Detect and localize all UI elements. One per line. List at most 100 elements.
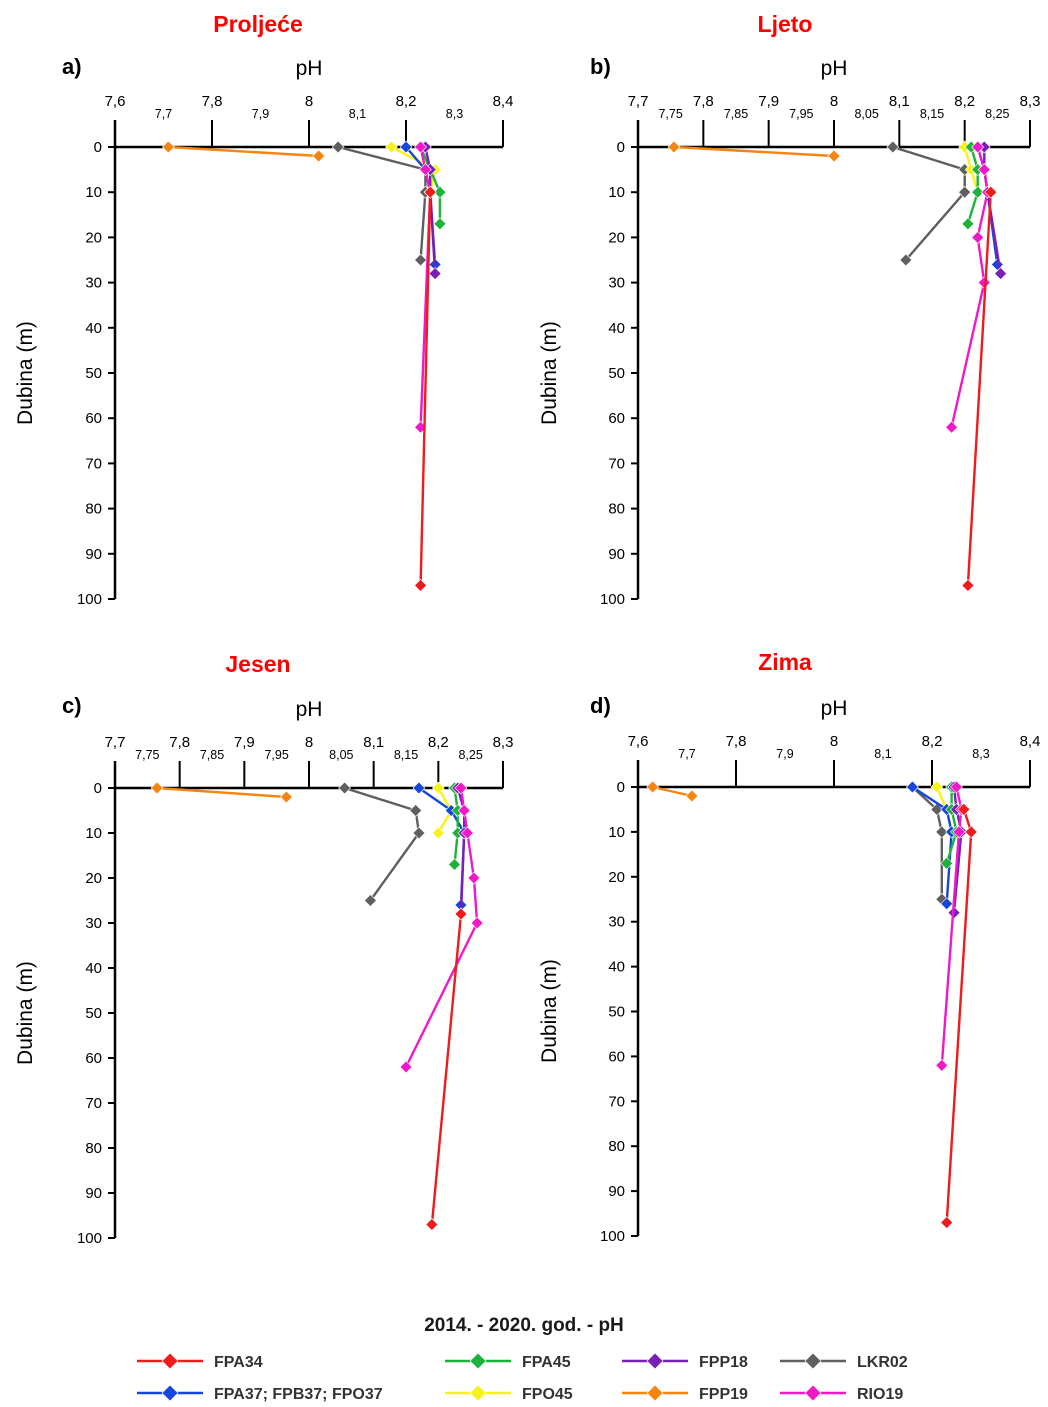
data-point-marker (150, 781, 164, 795)
season-title: Ljeto (758, 11, 813, 37)
data-point-marker (414, 140, 427, 154)
x-tick-label: 7,7 (678, 747, 695, 761)
series-fpa34 (425, 907, 468, 1231)
data-point-marker (470, 916, 484, 930)
data-point-marker (667, 140, 681, 154)
legend-label: LKR02 (857, 1354, 908, 1371)
panel-letter: d) (590, 693, 611, 718)
x-tick-label: 8 (305, 93, 313, 110)
data-point-marker (423, 185, 437, 199)
x-tick-label: 8 (830, 733, 838, 750)
season-title: Jesen (225, 651, 290, 677)
panel-letter: b) (590, 54, 611, 79)
x-tick-label: 8,2 (922, 733, 943, 750)
x-tick-label: 7,9 (758, 93, 779, 110)
y-tick-label: 0 (94, 139, 102, 156)
data-point-marker (905, 780, 919, 794)
y-axis-label: Dubina (m) (14, 961, 37, 1065)
y-tick-label: 40 (85, 960, 102, 977)
series-fpp19 (667, 140, 841, 163)
series-line (419, 146, 442, 224)
x-tick-label: 8,4 (493, 93, 514, 110)
y-axis-label: Dubina (m) (538, 959, 561, 1063)
y-tick-label: 90 (608, 546, 625, 563)
y-tick-label: 100 (600, 1228, 625, 1245)
legend: 2014. - 2020. god. - pH FPA34 FPA45 FPP18 L… (137, 1315, 908, 1403)
x-tick-label: 7,75 (135, 748, 159, 762)
series-line (424, 146, 437, 274)
y-tick-label: 40 (85, 320, 102, 337)
data-point-marker (899, 253, 913, 267)
data-point-marker (964, 825, 978, 839)
y-tick-label: 70 (608, 1093, 625, 1110)
x-tick-label: 8,1 (874, 747, 891, 761)
legend-marker (469, 1352, 487, 1370)
series-line (344, 786, 421, 902)
y-tick-label: 50 (608, 1004, 625, 1021)
series-line (911, 785, 953, 904)
data-point-marker (984, 185, 998, 199)
data-point-marker (279, 790, 293, 804)
data-point-marker (940, 1216, 954, 1229)
legend-label: FPP19 (699, 1386, 748, 1403)
x-axis-label: pH (821, 57, 848, 80)
y-tick-label: 60 (85, 410, 102, 427)
series-line (966, 146, 979, 225)
x-tick-label: 7,95 (264, 748, 288, 762)
chart-panel-2: Ljeto b) pH Dubina (m) 7,7 7,75 7,8 7,85 7,9 7,95… (538, 11, 1040, 608)
data-point-marker (414, 253, 427, 267)
data-point-marker (994, 267, 1008, 280)
data-point-marker (331, 140, 345, 154)
data-point-marker (952, 825, 966, 839)
series-line (945, 787, 958, 864)
series-line (652, 785, 693, 798)
data-point-marker (971, 140, 985, 154)
legend-item-fpp18: FPP18 (622, 1352, 748, 1371)
series-line (419, 146, 432, 428)
y-tick-label: 30 (608, 914, 625, 931)
series-rio19 (399, 781, 484, 1074)
legend-marker (804, 1384, 822, 1402)
x-tick-label: 8,3 (972, 747, 989, 761)
y-tick-label: 20 (608, 869, 625, 886)
data-point-marker (312, 149, 326, 163)
data-point-marker (412, 826, 426, 840)
y-tick-label: 20 (608, 229, 625, 246)
series-line (419, 192, 432, 586)
series-line (156, 786, 287, 799)
x-axis-label: pH (821, 697, 848, 720)
y-tick-label: 20 (85, 870, 102, 887)
y-tick-label: 70 (85, 455, 102, 472)
series-fpp19 (646, 780, 699, 803)
data-point-marker (454, 781, 468, 795)
data-point-marker (338, 781, 351, 795)
panel-letter: c) (62, 693, 82, 718)
series-line (456, 787, 466, 915)
x-tick-label: 7,8 (726, 733, 747, 750)
x-tick-label: 7,85 (200, 748, 224, 762)
data-point-marker (827, 149, 841, 163)
data-point-marker (940, 897, 954, 911)
legend-label: FPO45 (522, 1386, 573, 1403)
legend-marker (804, 1352, 822, 1370)
x-tick-label: 8,1 (363, 734, 384, 751)
x-tick-label: 8,4 (1020, 733, 1041, 750)
data-point-marker (950, 780, 963, 794)
data-point-marker (935, 825, 949, 839)
y-tick-label: 10 (85, 825, 102, 842)
series-fpp19 (150, 781, 293, 804)
series-fpp19 (161, 140, 326, 163)
y-axis-label: Dubina (m) (538, 321, 561, 425)
data-point-marker (448, 858, 461, 871)
x-tick-label: 7,75 (658, 107, 682, 121)
series-line (453, 787, 459, 865)
data-point-marker (433, 185, 447, 199)
data-point-marker (886, 140, 900, 154)
series-line (911, 786, 943, 900)
x-tick-label: 8,25 (458, 748, 482, 762)
legend-item-fpo45: FPO45 (445, 1384, 573, 1403)
data-point-marker (971, 230, 985, 244)
series-fpa34 (414, 185, 437, 592)
series-line (950, 146, 989, 428)
data-point-marker (399, 140, 413, 154)
